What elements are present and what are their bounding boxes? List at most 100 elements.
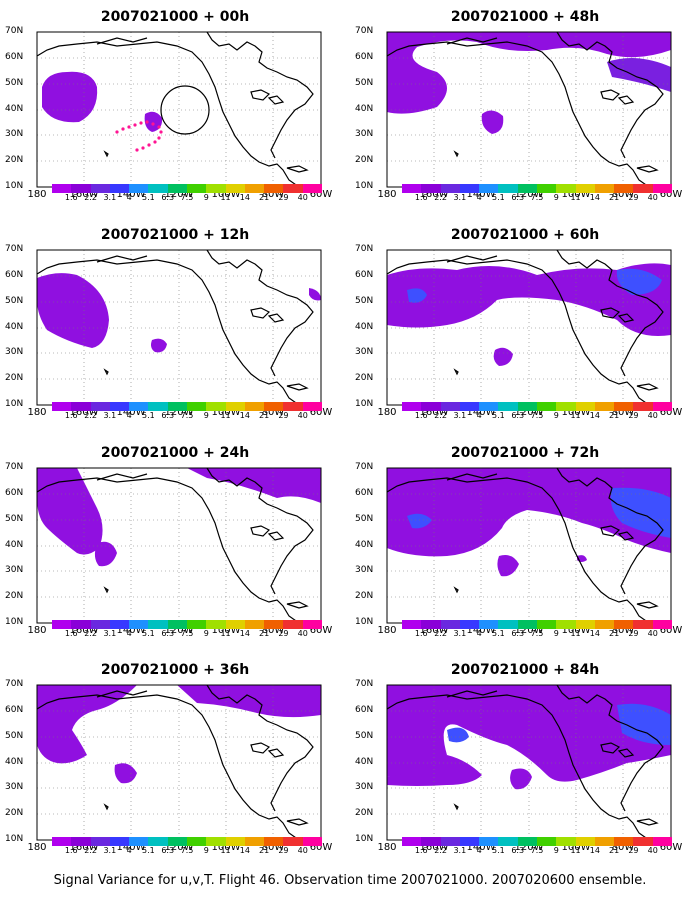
variance-map — [36, 249, 322, 406]
colorbar-label: 5.1 — [492, 411, 505, 420]
lon-tick-label: 100W — [211, 189, 241, 200]
colorbar-swatch — [652, 402, 672, 411]
colorbar-swatch — [498, 184, 518, 193]
lon-tick-label: 160W — [69, 625, 99, 636]
coastline — [600, 89, 621, 101]
lon-tick-label: 60W — [309, 407, 333, 418]
colorbar-swatch — [402, 402, 422, 411]
lon-tick-label: 140W — [466, 407, 496, 418]
lat-tick-label: 60N — [5, 488, 24, 498]
colorbar — [402, 620, 672, 629]
lat-tick-label: 70N — [355, 679, 374, 689]
colorbar-label: 11 — [220, 193, 231, 202]
colorbar-label: 21 — [259, 846, 270, 855]
colorbar-label: 11 — [570, 193, 581, 202]
colorbar-swatch — [652, 184, 672, 193]
colorbar-label: 40 — [297, 411, 308, 420]
colorbar-label: 1.6 — [414, 629, 428, 638]
colorbar-swatch — [52, 620, 72, 629]
lon-tick-label: 60W — [309, 189, 333, 200]
coastline — [636, 383, 659, 391]
variance-map — [386, 249, 672, 406]
variance-map — [36, 31, 322, 188]
colorbar-swatch — [206, 837, 226, 846]
colorbar-swatch — [244, 837, 265, 846]
colorbar-swatch — [71, 620, 91, 629]
colorbar-swatch — [459, 620, 480, 629]
colorbar-label: 1.6 — [414, 193, 428, 202]
colorbar-label: 29 — [628, 846, 639, 855]
colorbar-swatch — [206, 620, 226, 629]
variance-map — [386, 31, 672, 188]
colorbar-label: 11 — [220, 411, 231, 420]
lat-tick-label: 10N — [355, 617, 374, 627]
lon-tick-label: 60W — [659, 625, 683, 636]
coastline — [636, 601, 659, 609]
lat-tick-label: 60N — [355, 270, 374, 280]
colorbar-swatch — [594, 402, 615, 411]
colorbar — [52, 402, 322, 411]
colorbar-swatch — [206, 184, 226, 193]
coastline — [36, 694, 300, 841]
lat-tick-label: 30N — [355, 347, 374, 357]
lat-tick-label: 40N — [355, 540, 374, 550]
colorbar-swatch — [479, 837, 499, 846]
lon-tick-label: 140W — [466, 625, 496, 636]
coastline — [386, 477, 650, 624]
lon-tick-label: 180 — [27, 625, 47, 636]
coastline — [103, 803, 109, 811]
colorbar-swatch — [575, 184, 595, 193]
map-panel-p48: 2007021000 + 48h 70N 60N 50N 40N 30N 20N 10N 180… — [355, 2, 695, 227]
colorbar-label: 6.3 — [161, 193, 175, 202]
colorbar-label: 5.1 — [142, 193, 155, 202]
colorbar-swatch — [498, 620, 518, 629]
colorbar-label: 14 — [239, 846, 250, 855]
colorbar — [402, 402, 672, 411]
lat-tick-label: 60N — [355, 52, 374, 62]
colorbar-swatch — [633, 184, 653, 193]
colorbar-swatch — [109, 402, 130, 411]
lat-tick-label: 70N — [5, 679, 24, 689]
colorbar-label: 3.1 — [453, 411, 467, 420]
colorbar-label: 9 — [553, 629, 559, 638]
colorbar-swatch — [302, 620, 322, 629]
colorbar-swatch — [421, 620, 441, 629]
lat-tick-label: 50N — [355, 78, 374, 88]
variance-region — [607, 58, 671, 92]
colorbar-label: 14 — [589, 846, 600, 855]
lon-tick-label: 120W — [514, 189, 544, 200]
colorbar-label: 2.2 — [434, 411, 447, 420]
colorbar-swatch — [90, 402, 110, 411]
observation-point — [151, 122, 155, 126]
variance-region — [616, 268, 662, 295]
coastline — [250, 89, 271, 101]
lon-tick-label: 160W — [69, 842, 99, 853]
colorbar-swatch — [517, 184, 537, 193]
lon-tick-label: 180 — [27, 842, 47, 853]
lon-tick-label: 60W — [309, 625, 333, 636]
lon-tick-label: 120W — [514, 407, 544, 418]
colorbar-swatch — [264, 837, 284, 846]
variance-region — [177, 685, 321, 718]
colorbar-label: 3.1 — [103, 629, 117, 638]
lat-tick-label: 60N — [5, 270, 24, 280]
colorbar-swatch — [244, 402, 265, 411]
coastline — [36, 477, 300, 624]
lat-tick-label: 50N — [5, 731, 24, 741]
colorbar-label: 29 — [278, 629, 289, 638]
lon-tick-label: 80W — [261, 407, 285, 418]
colorbar-label: 6.3 — [161, 411, 175, 420]
lat-tick-label: 10N — [355, 399, 374, 409]
map-panel-p12: 2007021000 + 12h 70N 60N 50N 40N 30N 20N 10N 180… — [5, 220, 345, 445]
variance-region — [481, 110, 504, 134]
variance-region — [617, 703, 671, 745]
coastline — [386, 259, 650, 406]
colorbar-label: 14 — [589, 411, 600, 420]
variance-region — [510, 768, 532, 790]
lat-tick-label: 60N — [355, 705, 374, 715]
colorbar-label: 9 — [203, 411, 209, 420]
colorbar-label: 3.1 — [103, 846, 117, 855]
lat-tick-label: 40N — [355, 104, 374, 114]
colorbar-swatch — [283, 620, 303, 629]
colorbar-swatch — [52, 402, 72, 411]
